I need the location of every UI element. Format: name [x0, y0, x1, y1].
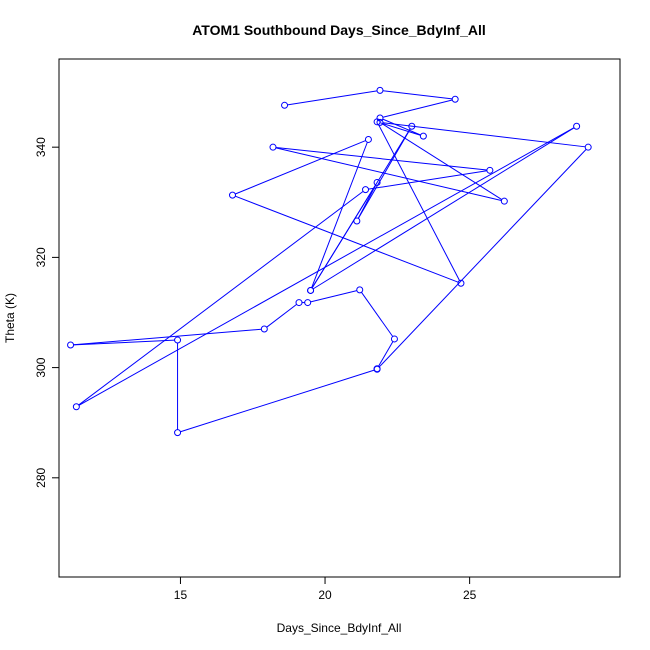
data-point: [408, 122, 416, 130]
y-axis: 280 300 320 340: [34, 137, 60, 488]
series-segment: [78, 191, 364, 406]
data-point: [362, 186, 370, 194]
data-point: [457, 279, 465, 287]
series-segment: [382, 90, 453, 100]
data-point: [573, 122, 581, 130]
x-axis: 15 20 25: [174, 576, 477, 602]
series-segment: [73, 339, 175, 346]
y-axis-label: Theta (K): [3, 293, 17, 343]
series-segment: [379, 122, 421, 136]
series-segment: [382, 118, 421, 136]
series-segment: [368, 170, 487, 190]
series-segment: [382, 123, 503, 200]
series-segment: [357, 184, 377, 219]
data-point: [174, 429, 182, 437]
series-segment: [266, 303, 297, 328]
data-point: [500, 197, 508, 205]
data-point: [229, 191, 237, 199]
data-point: [373, 365, 381, 373]
y-tick-label: 300: [34, 357, 48, 377]
series-segment: [287, 90, 378, 106]
data-point: [419, 132, 427, 140]
data-point: [364, 135, 372, 143]
data-point: [260, 325, 268, 333]
data-point: [295, 299, 303, 307]
y-tick-label: 320: [34, 247, 48, 267]
series-segment: [310, 290, 357, 303]
data-point: [72, 403, 80, 411]
data-point: [451, 95, 459, 103]
series-segment: [275, 146, 487, 171]
data-point: [584, 143, 592, 151]
x-axis-label: Days_Since_BdyInf_All: [277, 621, 402, 635]
data-point: [486, 166, 494, 174]
series-segment: [235, 195, 459, 283]
data-point: [174, 336, 182, 344]
data-point: [281, 101, 289, 109]
x-tick-label: 15: [174, 588, 188, 602]
data-point: [390, 335, 398, 343]
data-point: [373, 118, 381, 126]
data-point: [376, 86, 384, 94]
data-point: [269, 143, 277, 151]
series-segment: [382, 122, 586, 148]
data-point: [376, 118, 384, 126]
data-point: [356, 286, 364, 294]
data-point: [67, 341, 75, 349]
y-tick-label: 340: [34, 137, 48, 157]
series-segment: [378, 124, 461, 281]
series-segment: [378, 341, 394, 367]
series-segment: [78, 127, 575, 406]
series-segment: [382, 99, 453, 118]
x-tick-label: 25: [463, 588, 477, 602]
series-segment: [235, 140, 366, 195]
series-segment: [311, 184, 376, 289]
y-tick-label: 280: [34, 467, 48, 487]
series-segment: [311, 142, 368, 288]
data-point: [304, 299, 312, 307]
series-layer: [67, 86, 592, 437]
series-segment: [312, 127, 575, 290]
series-segment: [73, 328, 262, 346]
series-segment: [275, 147, 502, 201]
chart-title: ATOM1 Southbound Days_Since_BdyInf_All: [192, 22, 486, 38]
data-point: [373, 178, 381, 186]
data-point: [307, 286, 315, 294]
data-point: [353, 217, 361, 225]
series-segment: [378, 149, 587, 368]
x-tick-label: 20: [318, 588, 332, 602]
series-segment: [361, 292, 394, 337]
series-segment: [180, 369, 375, 433]
